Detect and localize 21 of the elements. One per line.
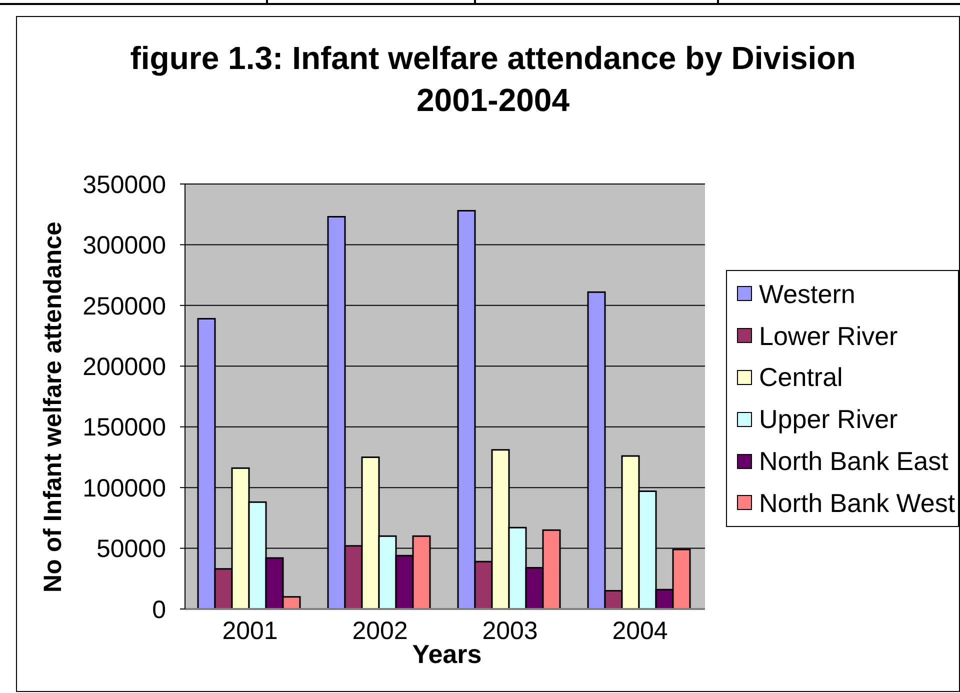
legend-label: North Bank East <box>759 446 948 476</box>
y-tick-label: 250000 <box>82 292 166 320</box>
chart-title: figure 1.3: Infant welfare attendance by Division 2001-2004 <box>130 40 856 118</box>
legend-label: Lower River <box>759 320 898 351</box>
y-axis-title: No of Infant welfare attendance <box>39 222 67 592</box>
legend-label: Central <box>759 362 843 392</box>
x-tick-label: 2004 <box>612 616 668 645</box>
y-tick-label: 0 <box>152 596 166 624</box>
y-tick-label: 150000 <box>82 414 166 442</box>
legend-label: Western <box>759 278 856 309</box>
x-axis-title: Years <box>412 639 482 669</box>
x-tick-label: 2001 <box>222 616 278 645</box>
y-tick-label: 100000 <box>82 474 166 502</box>
y-tick-label: 350000 <box>82 170 166 199</box>
y-tick-label: 300000 <box>82 232 166 260</box>
legend-label: North Bank West <box>759 488 956 518</box>
y-tick-label: 200000 <box>82 353 166 382</box>
legend-label: Upper River <box>759 404 898 434</box>
y-tick-label: 50000 <box>96 535 166 564</box>
x-tick-label: 2003 <box>482 616 538 645</box>
x-tick-label: 2002 <box>352 616 408 645</box>
